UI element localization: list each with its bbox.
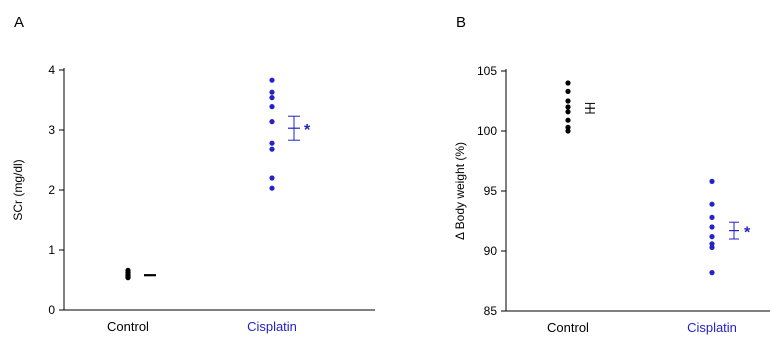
data-point bbox=[709, 224, 715, 230]
panel-b: B 85 90 95 100 105 Δ Body weight (%) Control Cis… bbox=[453, 14, 770, 335]
data-point bbox=[565, 80, 571, 86]
data-point bbox=[269, 146, 275, 152]
x-category-label: Cisplatin bbox=[247, 319, 297, 334]
data-point bbox=[709, 270, 715, 276]
data-point bbox=[565, 109, 571, 115]
data-point bbox=[269, 185, 275, 191]
x-category-label: Cisplatin bbox=[687, 320, 737, 335]
data-point bbox=[269, 104, 275, 110]
data-point bbox=[709, 178, 715, 184]
data-point bbox=[709, 234, 715, 240]
data-point bbox=[269, 89, 275, 95]
data-point bbox=[269, 140, 275, 146]
significance-asterisk: * bbox=[304, 122, 311, 139]
y-tick-label: 3 bbox=[48, 123, 55, 137]
y-tick-label: 2 bbox=[48, 183, 55, 197]
data-point bbox=[565, 128, 571, 134]
y-axis-label: Δ Body weight (%) bbox=[453, 142, 467, 240]
y-tick-label: 0 bbox=[48, 303, 55, 317]
data-point bbox=[269, 175, 275, 181]
x-category-label: Control bbox=[107, 319, 149, 334]
x-category-label: Control bbox=[547, 320, 589, 335]
data-point bbox=[709, 241, 715, 247]
significance-asterisk: * bbox=[744, 225, 751, 242]
y-tick-label: 105 bbox=[477, 64, 497, 78]
data-point bbox=[565, 117, 571, 123]
data-point bbox=[565, 124, 571, 130]
panel-a: A 0 1 2 3 4 SCr (mg/dl) Control Cisplatin * bbox=[11, 14, 375, 334]
data-point bbox=[269, 95, 275, 101]
y-tick-label: 4 bbox=[48, 63, 55, 77]
panel-letter: B bbox=[456, 14, 466, 31]
panel-letter: A bbox=[14, 14, 24, 31]
data-point bbox=[565, 98, 571, 104]
data-point bbox=[125, 275, 131, 281]
data-point bbox=[709, 214, 715, 220]
y-tick-label: 100 bbox=[477, 124, 497, 138]
data-point bbox=[565, 104, 571, 110]
data-point bbox=[269, 77, 275, 83]
y-tick-label: 1 bbox=[48, 243, 55, 257]
y-tick-label: 85 bbox=[484, 304, 498, 318]
y-axis-label: SCr (mg/dl) bbox=[11, 159, 25, 220]
y-tick-label: 90 bbox=[484, 244, 498, 258]
data-point bbox=[565, 88, 571, 94]
data-point bbox=[709, 201, 715, 207]
y-tick-label: 95 bbox=[484, 184, 498, 198]
data-point bbox=[269, 119, 275, 125]
data-point bbox=[709, 244, 715, 250]
